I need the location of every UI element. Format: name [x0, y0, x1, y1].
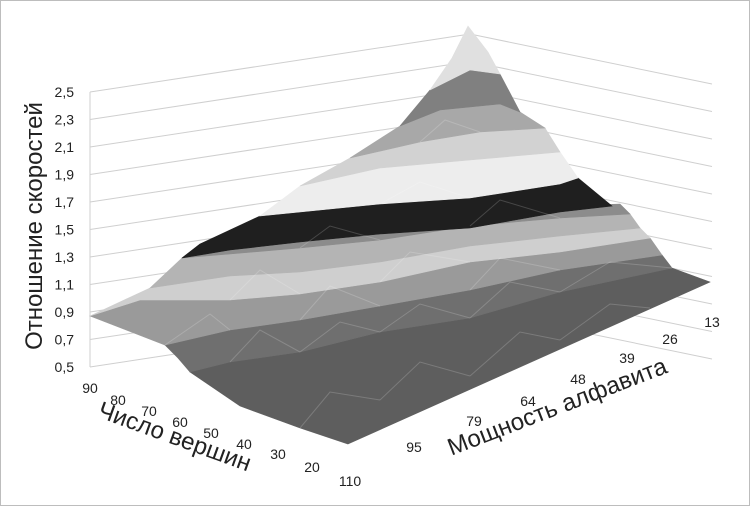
vertices-axis-ticks: 90 80 70 60 50 40 30 20 110 — [82, 380, 361, 489]
alphabet-axis-ticks: 13 26 39 48 64 79 95 — [406, 314, 720, 455]
surface-facet — [299, 321, 381, 353]
x-tick-label: 40 — [236, 436, 252, 452]
surface-facet — [379, 361, 471, 401]
x-tick-label: 110 — [339, 473, 362, 489]
surface-facet — [379, 251, 471, 283]
surface-facet — [559, 261, 673, 293]
y-tick-label: 2,1 — [55, 139, 75, 155]
y-tick-label: 1,5 — [55, 222, 75, 238]
gridline — [469, 33, 713, 85]
x-axis-title: Число вершин — [94, 397, 254, 477]
x-tick-label: 50 — [203, 425, 219, 441]
x-tick-label: 60 — [172, 414, 188, 430]
surface-facet — [469, 257, 561, 291]
y-tick-label: 0,5 — [55, 359, 75, 375]
surface-facet — [229, 269, 301, 301]
y-tick-label: 1,9 — [55, 167, 75, 183]
z-tick-label: 64 — [520, 393, 536, 409]
gridline — [89, 33, 471, 93]
y-tick-label: 1,3 — [55, 249, 75, 265]
gridline — [89, 61, 471, 120]
surface-facet — [379, 181, 471, 205]
surface-facet — [379, 303, 471, 333]
z-tick-label: 13 — [704, 314, 720, 330]
surface-facet — [299, 285, 381, 321]
y-tick-label: 1,1 — [55, 277, 75, 293]
y-tick-label: 2,3 — [55, 112, 75, 128]
y-tick-label: 0,7 — [55, 332, 75, 348]
x-tick-label: 70 — [141, 403, 157, 419]
z-tick-label: 48 — [570, 371, 586, 387]
surface-facet — [299, 391, 381, 429]
surface-facet — [469, 199, 561, 227]
surface-facet — [469, 331, 561, 377]
surface-facet — [229, 329, 301, 363]
surface-facet — [469, 281, 561, 319]
gridline — [469, 61, 713, 112]
z-tick-label: 79 — [466, 413, 482, 429]
surface-facet — [299, 225, 381, 249]
surface-band — [429, 25, 501, 91]
z-tick-label: 39 — [619, 350, 635, 366]
surface-facet — [419, 119, 481, 143]
gridline — [89, 88, 471, 148]
y-axis-ticks: 0,5 0,7 0,9 1,1 1,3 1,5 1,7 1,9 2,1 2,3 2,5 — [55, 84, 75, 375]
y-tick-label: 2,5 — [55, 84, 75, 100]
z-tick-label: 95 — [406, 439, 422, 455]
y-tick-label: 1,7 — [55, 194, 75, 210]
surface-plot — [89, 25, 711, 445]
x-tick-label: 80 — [110, 392, 126, 408]
y-axis-title: Отношение скоростей — [21, 102, 48, 350]
surface-facet — [164, 313, 231, 346]
y-tick-label: 0,9 — [55, 304, 75, 320]
x-tick-label: 20 — [304, 459, 320, 475]
x-tick-label: 30 — [270, 446, 286, 462]
z-tick-label: 26 — [662, 331, 678, 347]
x-tick-label: 90 — [82, 380, 98, 396]
surface-facet — [559, 303, 651, 341]
